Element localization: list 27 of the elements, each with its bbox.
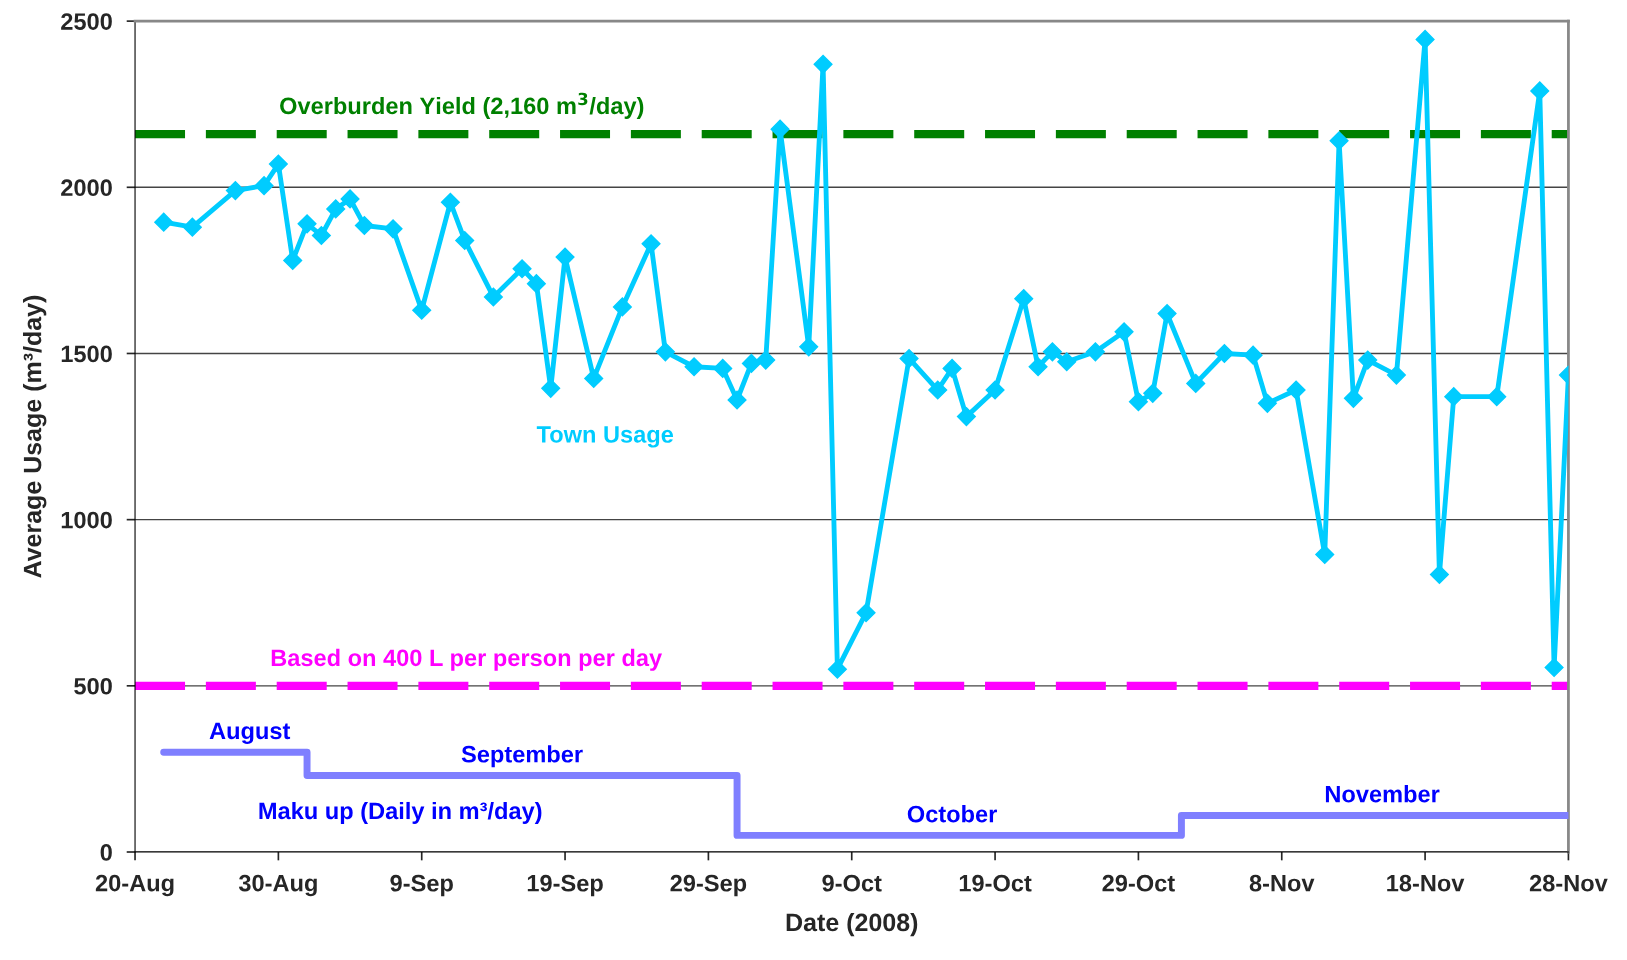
ref-line-label: Overburden Yield (2,160 m$^{3}$/day) xyxy=(280,92,644,119)
y-tick-label: 1500 xyxy=(61,345,112,363)
x-tick-label: 9-Sep xyxy=(390,874,453,897)
x-tick-label: 30-Aug xyxy=(238,874,317,897)
series-label: Town Usage xyxy=(536,426,674,448)
x-tick-label: 19-Oct xyxy=(959,874,1032,892)
annotation: November xyxy=(1325,785,1440,803)
x-tick-label: 18-Nov xyxy=(1387,874,1465,892)
x-tick-label: 19-Sep xyxy=(527,874,603,897)
x-tick-label: 29-Sep xyxy=(670,874,747,897)
y-tick-label: 0 xyxy=(100,844,112,861)
x-tick-label: 20-Aug xyxy=(95,874,174,897)
ref-line-label: Based on 400 L per person per day xyxy=(271,648,662,671)
series-label: Maku up (Daily in m³/day) xyxy=(259,801,542,824)
x-axis-title: Date (2008) xyxy=(786,912,918,937)
x-tick-label: 28-Nov xyxy=(1529,874,1608,892)
x-tick-label: 29-Oct xyxy=(1102,874,1175,892)
annotation: August xyxy=(209,722,291,744)
x-tick-label: 8-Nov xyxy=(1249,874,1315,892)
y-tick-label: 2500 xyxy=(61,13,112,30)
y-tick-label: 1000 xyxy=(61,511,112,529)
annotation: September xyxy=(461,745,583,768)
y-tick-label: 2000 xyxy=(61,179,112,197)
y-axis-title: Average Usage (m³/day) xyxy=(23,295,47,578)
x-tick-label: 9-Oct xyxy=(822,874,882,892)
y-tick-label: 500 xyxy=(74,677,112,695)
annotation: October xyxy=(907,805,997,823)
